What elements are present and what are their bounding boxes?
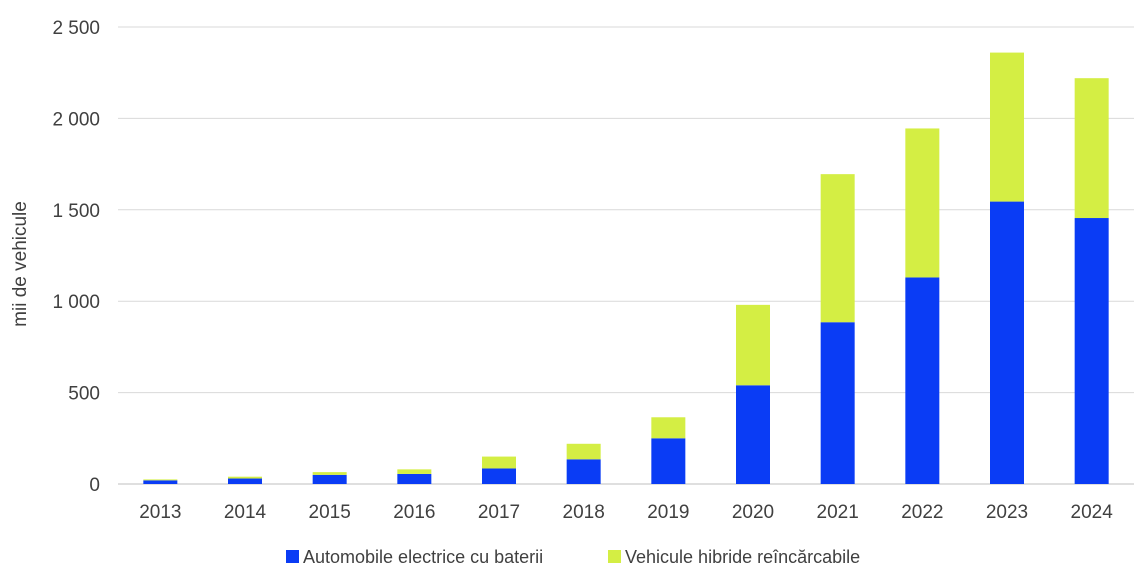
bar-segment xyxy=(143,479,178,481)
bar-segment xyxy=(651,438,686,484)
bar-segment xyxy=(566,459,601,484)
bar-segment xyxy=(397,469,432,474)
y-tick-label: 500 xyxy=(68,384,100,405)
legend-label: Vehicule hibride reîncărcabile xyxy=(625,547,860,567)
bar-segment xyxy=(228,476,262,479)
y-tick-label: 1 500 xyxy=(52,201,100,222)
legend: Automobile electrice cu baterii Vehicule … xyxy=(286,547,860,567)
bar-segment xyxy=(820,322,855,484)
legend-swatch xyxy=(608,550,621,563)
x-tick-label: 2016 xyxy=(393,502,435,523)
axes: 0 500 1 000 1 500 2 000 2 500 2013 2014 2015 2016… xyxy=(52,18,1113,523)
bar-segment xyxy=(228,478,262,484)
bar-segment xyxy=(736,385,770,484)
y-axis-title: mii de vehicule xyxy=(10,201,31,327)
legend-swatch xyxy=(286,550,299,563)
legend-label: Automobile electrice cu baterii xyxy=(303,547,543,567)
gridlines xyxy=(118,26,1134,485)
x-tick-label: 2024 xyxy=(1071,502,1114,523)
x-tick-label: 2021 xyxy=(817,502,859,523)
x-tick-label: 2020 xyxy=(732,502,774,523)
bars xyxy=(143,52,1109,484)
bar-segment xyxy=(312,474,347,484)
x-tick-label: 2017 xyxy=(478,502,520,523)
bar-segment xyxy=(143,480,178,484)
bar-segment xyxy=(905,277,940,484)
bar-segment xyxy=(482,468,516,484)
x-tick-label: 2013 xyxy=(139,502,181,523)
x-tick-label: 2018 xyxy=(563,502,605,523)
bar-segment xyxy=(905,128,940,278)
x-tick-label: 2019 xyxy=(647,502,689,523)
bar-segment xyxy=(820,174,855,323)
bar-segment xyxy=(482,456,516,469)
y-tick-label: 1 000 xyxy=(52,292,100,313)
x-tick-label: 2022 xyxy=(901,502,943,523)
bar-segment xyxy=(736,304,770,386)
x-tick-label: 2014 xyxy=(224,502,267,523)
bar-segment xyxy=(566,443,601,460)
y-tick-label: 0 xyxy=(89,475,100,496)
y-tick-label: 2 000 xyxy=(52,109,100,130)
bar-segment xyxy=(1074,218,1109,484)
bar-segment xyxy=(990,52,1024,202)
x-tick-label: 2023 xyxy=(986,502,1028,523)
bar-segment xyxy=(1074,78,1109,219)
y-tick-label: 2 500 xyxy=(52,18,100,39)
bar-segment xyxy=(651,417,686,439)
bar-segment xyxy=(990,201,1024,484)
bar-segment xyxy=(397,473,432,484)
x-tick-label: 2015 xyxy=(309,502,351,523)
bar-segment xyxy=(312,472,347,475)
